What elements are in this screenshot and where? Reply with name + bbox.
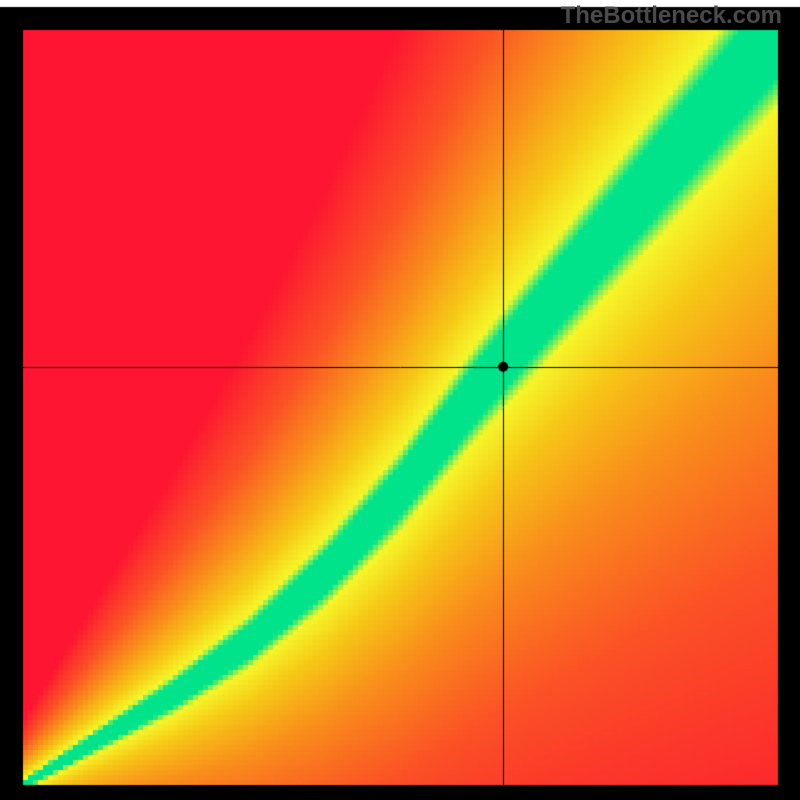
image-root: TheBottleneck.com [0,0,800,800]
bottleneck-heatmap [0,0,800,800]
watermark-text: TheBottleneck.com [561,2,782,30]
